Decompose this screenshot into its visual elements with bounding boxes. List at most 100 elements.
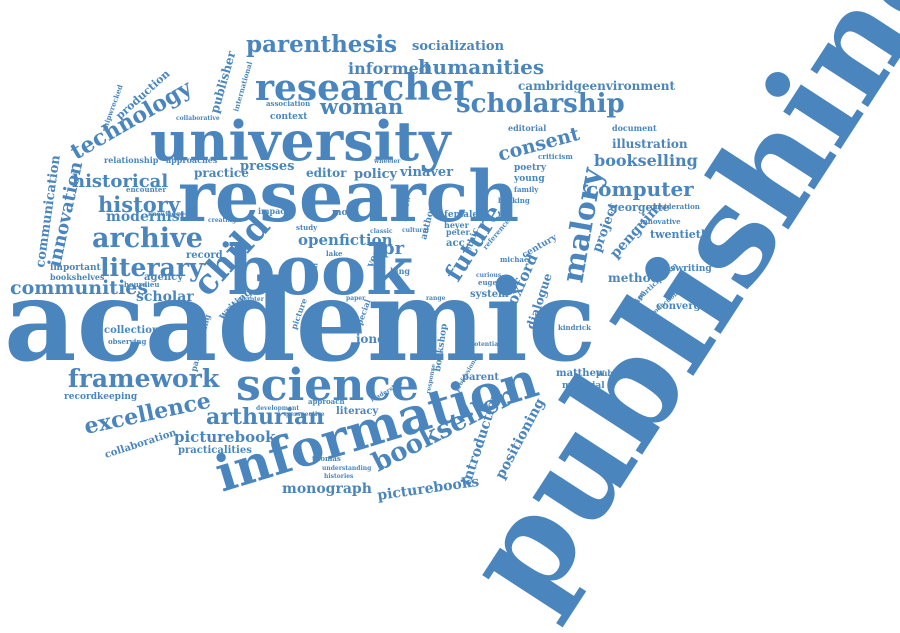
- word-researcher: researcher: [255, 67, 473, 109]
- word-cultural: cultural: [402, 227, 429, 234]
- word-king: king: [390, 266, 410, 276]
- word-history: history: [98, 192, 181, 217]
- word-development: development: [256, 405, 299, 412]
- word-system: system: [470, 289, 509, 300]
- word-vinaver: vinaver: [399, 165, 453, 180]
- word-impact: impact: [258, 206, 289, 216]
- word-lake: lake: [326, 249, 343, 258]
- word-understanding: understanding: [322, 465, 372, 472]
- word-presses: presses: [240, 159, 294, 174]
- word-openfiction: openfiction: [298, 231, 393, 249]
- word-collaborative: collaborative: [176, 115, 220, 122]
- word-socialization: socialization: [412, 39, 505, 54]
- word-literacy: literacy: [336, 406, 379, 417]
- word-relationship: relationship: [104, 155, 159, 165]
- word-international: international: [231, 60, 254, 112]
- word-monograph: monograph: [282, 481, 372, 497]
- word-scholarship: scholarship: [456, 89, 625, 119]
- word-humanities: humanities: [418, 55, 544, 79]
- word-potential: potential: [470, 341, 501, 348]
- word-consideration: consideration: [646, 202, 700, 211]
- word-encounter: encounter: [126, 185, 166, 194]
- word-hidden: hidden: [307, 262, 320, 290]
- word-bookshelves: bookshelves: [50, 272, 105, 282]
- word-historical: historical: [72, 171, 168, 192]
- word-perspective: perspective: [286, 411, 325, 418]
- word-female: female: [444, 210, 478, 220]
- word-context: context: [270, 112, 308, 122]
- word-study: study: [296, 223, 318, 232]
- word-creating: creating: [208, 217, 237, 224]
- word-trade: trade: [370, 289, 388, 296]
- word-editorial: editorial: [508, 123, 546, 133]
- word-method: method: [608, 271, 660, 285]
- word-modernist: modernist: [106, 209, 187, 225]
- word-lewiswriting: lewiswriting: [650, 264, 712, 274]
- word-young: young: [513, 174, 545, 184]
- word-communities: communities: [10, 277, 148, 299]
- word-publication: publication: [596, 368, 647, 378]
- word-eugene: eugene: [478, 278, 507, 287]
- word-cambridgeenvironment: cambridgeenvironment: [518, 79, 675, 93]
- word-illustration: illustration: [612, 137, 688, 151]
- word-wheeler: wheeler: [373, 158, 401, 165]
- word-approach: approach: [308, 397, 345, 406]
- word-agency: agency: [144, 272, 184, 283]
- word-bourdieu: bourdieu: [124, 280, 159, 289]
- word-parent: parent: [462, 372, 499, 383]
- word-chapter: chapter: [238, 296, 265, 303]
- word-computer: computer: [586, 177, 694, 201]
- word-record: record: [186, 250, 223, 261]
- word-range: range: [426, 295, 446, 302]
- word-criticism: criticism: [538, 152, 573, 161]
- word-material: material: [562, 381, 605, 391]
- word-academic: academic: [4, 256, 596, 387]
- word-framework: framework: [68, 364, 220, 393]
- word-practicalities: practicalities: [178, 445, 252, 456]
- word-poetry: poetry: [514, 163, 547, 173]
- word-approaches: approaches: [166, 155, 218, 165]
- word-informed: informed: [348, 59, 430, 78]
- word-more: more: [332, 208, 358, 218]
- word-archive: archive: [92, 223, 203, 254]
- word-michael: michael: [500, 255, 531, 264]
- word-twentieth: twentieth: [650, 228, 709, 241]
- word-association: association: [266, 99, 310, 108]
- word-parenthesis: parenthesis: [246, 31, 397, 58]
- word-observing: observing: [108, 337, 146, 346]
- word-curious: curious: [476, 272, 502, 279]
- word-science: science: [236, 360, 419, 411]
- word-classic: classic: [370, 228, 393, 235]
- word-document: document: [612, 123, 657, 133]
- word-practice: practice: [194, 166, 249, 180]
- word-woman: woman: [319, 94, 403, 119]
- word-university: university: [150, 109, 452, 173]
- word-research: research: [178, 155, 519, 238]
- word-innovative: innovative: [640, 217, 681, 226]
- word-peter: peter: [446, 227, 470, 237]
- word-heyer: heyer: [444, 220, 470, 230]
- word-collection: collection: [104, 325, 160, 336]
- word-recordkeeping: recordkeeping: [64, 392, 138, 402]
- word-book: book: [228, 231, 415, 311]
- word-bookselling: bookselling: [594, 151, 698, 170]
- word-histories: histories: [324, 473, 354, 480]
- word-acc: acc: [446, 238, 465, 249]
- word-policy: policy: [354, 167, 398, 182]
- word-family: family: [514, 185, 539, 194]
- word-jones: jones: [355, 332, 392, 346]
- word-paper: paper: [346, 295, 366, 302]
- word-convergence: convergence: [656, 301, 727, 312]
- word-georgette: georgette: [610, 201, 670, 214]
- word-kindrick: kindrick: [558, 323, 591, 332]
- word-literary: literary: [100, 253, 205, 282]
- word-important: important: [50, 263, 102, 273]
- word-picturebook: picturebook: [174, 428, 276, 446]
- word-editor: editor: [306, 166, 347, 180]
- word-pr: pr: [382, 238, 405, 259]
- word-thomas: thomas: [312, 454, 341, 463]
- word-scholar: scholar: [136, 289, 194, 305]
- word-arthurian: arthurian: [206, 404, 324, 430]
- word-bucking: bucking: [498, 196, 530, 205]
